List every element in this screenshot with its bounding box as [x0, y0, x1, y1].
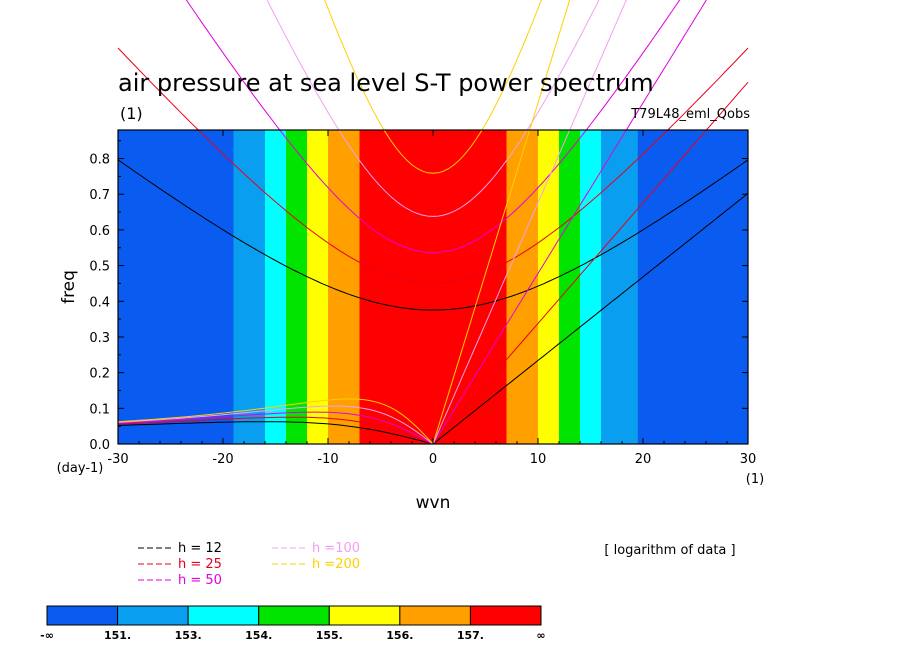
y-tick-label: 0.8	[89, 153, 110, 168]
legend-label: h = 50	[178, 573, 222, 588]
y-axis-ticks: 0.0 0.1 0.2 0.3 0.4 0.5 0.6 0.7 0.8	[89, 140, 748, 453]
colorbar-label: ∞	[536, 629, 545, 642]
colorbar-label: 156.	[386, 629, 413, 642]
dispersion-curve-rossby	[117, 411, 434, 445]
dispersion-curves	[117, 0, 749, 445]
spectrum-band	[637, 130, 748, 444]
colorbar-label: 153.	[175, 629, 202, 642]
legend-label: h = 12	[178, 541, 222, 556]
spectrum-band	[286, 130, 308, 444]
x-tick-label: 0	[429, 452, 437, 467]
colorbar-swatch	[46, 605, 119, 626]
spectrum-band	[118, 130, 234, 444]
colorbar-label: 151.	[104, 629, 131, 642]
dispersion-curve-inertia-gravity	[266, 0, 600, 217]
y-tick-label: 0.3	[89, 331, 110, 346]
dispersion-curve-inertia-gravity	[185, 0, 681, 254]
colorbar-swatch	[469, 605, 542, 626]
dispersion-curve-rossby	[117, 398, 434, 445]
y-tick-label: 0.2	[89, 367, 110, 382]
dispersion-curve-rossby	[117, 405, 434, 445]
legend-label: h =200	[312, 557, 360, 572]
dispersion-curve-kelvin	[432, 192, 749, 445]
y-tick-label: 0.6	[89, 224, 110, 239]
y-tick-label: 0.5	[89, 260, 110, 275]
y-tick-label: 0.4	[89, 295, 110, 310]
spectrum-band	[538, 130, 560, 444]
dispersion-curve-rossby	[117, 416, 434, 445]
y-axis-label: freq	[59, 270, 79, 304]
x-tick-label: 20	[635, 452, 652, 467]
x-tick-label: -20	[212, 452, 233, 467]
dispersion-curve-inertia-gravity	[117, 159, 749, 311]
legend-label: h =100	[312, 541, 360, 556]
y-tick-label: 0.0	[89, 438, 110, 453]
spectrum-band	[265, 130, 287, 444]
data-note: [ logarithm of data ]	[604, 543, 735, 558]
spectrum-band	[328, 130, 360, 444]
experiment-label: T79L48_eml_Qobs	[630, 107, 750, 122]
y-units-label: (day-1)	[57, 461, 104, 476]
dispersion-curve-kelvin	[432, 0, 627, 445]
spectrum-band	[359, 130, 507, 444]
spectrum-band	[233, 130, 266, 444]
x-axis-label: wvn	[416, 493, 451, 513]
spectrum-band	[506, 130, 539, 444]
spectrum-band	[307, 130, 329, 444]
colorbar-label: 154.	[245, 629, 272, 642]
dispersion-curve-inertia-gravity	[117, 47, 749, 284]
dispersion-curve-kelvin	[432, 0, 571, 445]
colorbar-swatch	[117, 605, 189, 626]
colorbar-swatch	[328, 605, 401, 626]
colorbar-swatch	[399, 605, 471, 626]
x-axis-ticks: -30 -20 -10 0 10 20 30	[107, 130, 756, 467]
legend-label: h = 25	[178, 557, 222, 572]
x-tick-label: -30	[107, 452, 128, 467]
x-tick-label: 10	[530, 452, 547, 467]
colorbar-label: -∞	[40, 629, 54, 642]
spectrum-band	[580, 130, 602, 444]
x-tick-label: 30	[740, 452, 757, 467]
colorbar-label: 157.	[457, 629, 484, 642]
x-tick-label: -10	[317, 452, 338, 467]
y-tick-label: 0.1	[89, 402, 110, 417]
colorbar-swatch	[187, 605, 260, 626]
colorbar: -∞ 151. 153. 154. 155. 156. 157. ∞	[40, 605, 546, 642]
title-units: (1)	[120, 104, 143, 123]
colorbar-swatch	[258, 605, 330, 626]
spectrum-band	[601, 130, 639, 444]
dispersion-curve-kelvin	[432, 0, 707, 445]
chart-title: air pressure at sea level S-T power spec…	[118, 69, 654, 97]
y-tick-label: 0.7	[89, 188, 110, 203]
dispersion-curve-rossby	[117, 421, 434, 445]
x-units-label: (1)	[746, 472, 764, 487]
dispersion-curve-kelvin	[432, 81, 749, 445]
dispersion-curve-inertia-gravity	[324, 0, 542, 174]
colorbar-label: 155.	[316, 629, 343, 642]
spectrum-bands	[118, 130, 748, 444]
